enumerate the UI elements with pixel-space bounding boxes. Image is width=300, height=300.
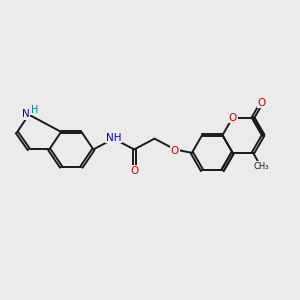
Text: O: O (171, 146, 179, 156)
Text: N: N (22, 109, 29, 119)
Text: O: O (258, 98, 266, 107)
Text: CH₃: CH₃ (254, 162, 269, 171)
Text: O: O (229, 112, 237, 122)
Text: NH: NH (106, 133, 122, 142)
Text: O: O (130, 166, 138, 176)
Text: H: H (31, 104, 38, 115)
